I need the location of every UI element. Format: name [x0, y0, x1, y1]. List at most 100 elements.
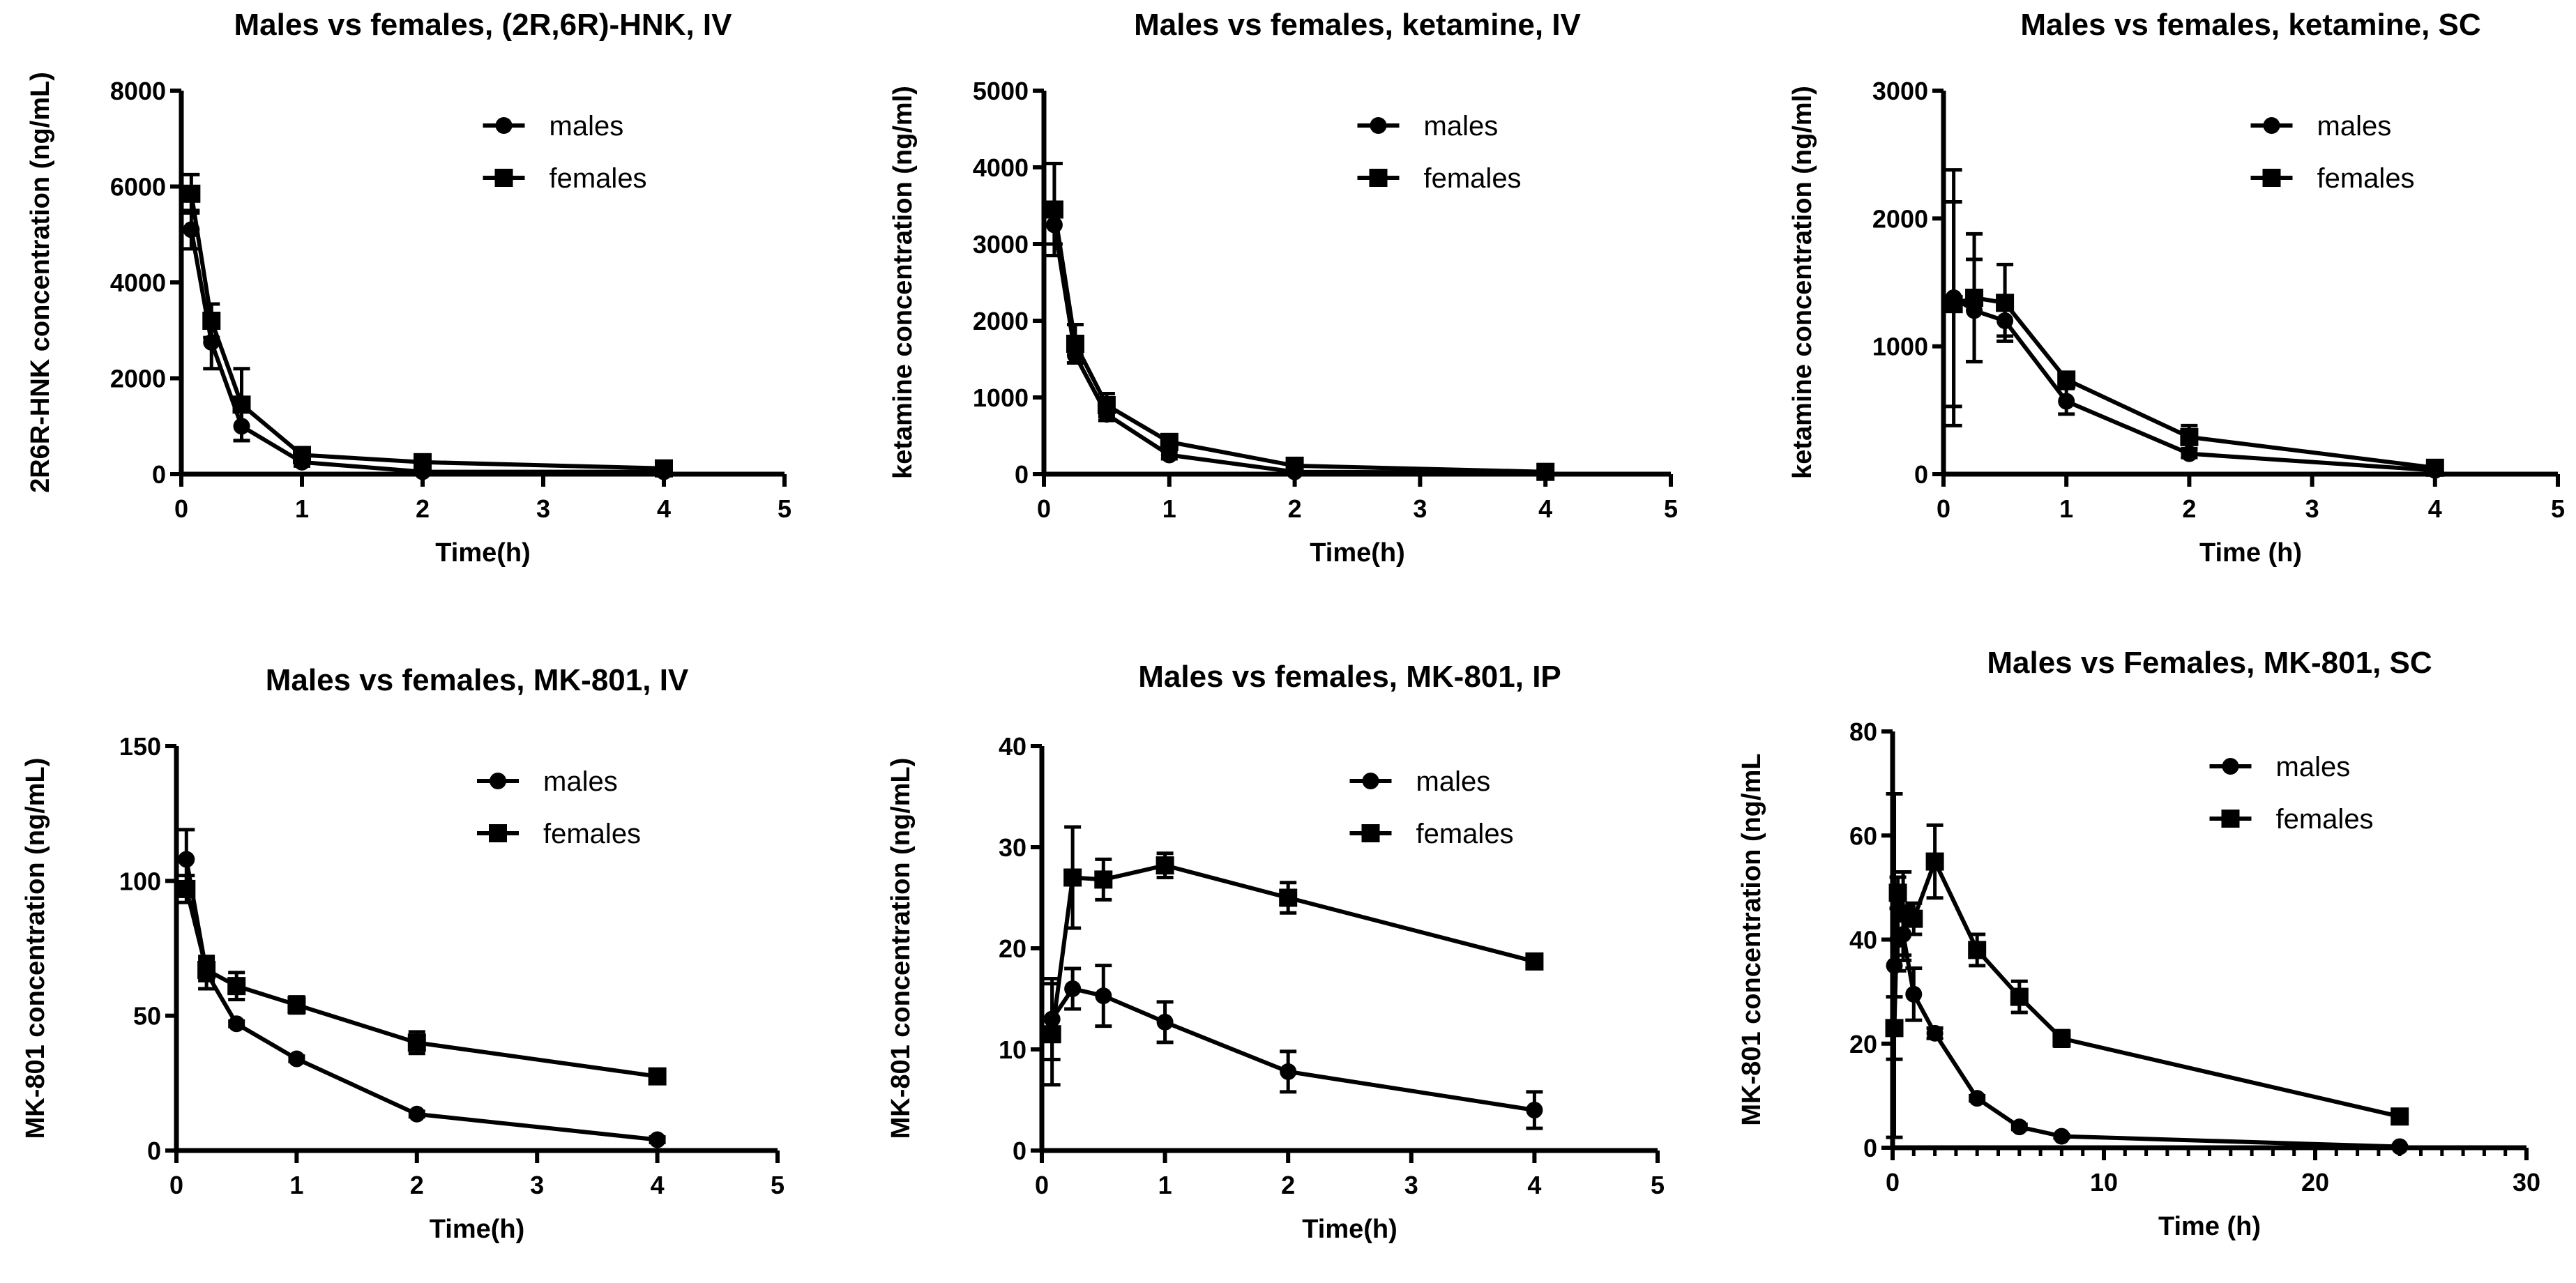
y-tick-label: 0 [1863, 1134, 1877, 1162]
x-tick-label: 1 [295, 494, 309, 523]
x-tick-label: 2 [410, 1171, 424, 1199]
chart-title: Males vs females, MK-801, IV [266, 663, 689, 697]
x-tick-label: 0 [169, 1171, 183, 1199]
data-point [2391, 1107, 2409, 1126]
x-tick-label: 4 [1538, 494, 1552, 523]
chart-panel-6: Males vs Females, MK-801, SC 0 20 40 60 80 0 10… [1737, 646, 2540, 1241]
y-tick-label: 10 [999, 1035, 1026, 1064]
data-point [407, 1033, 426, 1052]
x-tick-label: 30 [2513, 1168, 2540, 1197]
legend-label: males [2317, 111, 2392, 142]
legend-label: males [1424, 111, 1499, 142]
x-tick-label: 5 [771, 1171, 785, 1199]
data-point [1160, 432, 1179, 451]
series-line [184, 888, 658, 1079]
x-tick-label: 1 [2059, 494, 2073, 523]
data-point [1904, 909, 1923, 928]
chart-panel-2: Males vs females, ketamine, IV 0 1000 2000 3… [888, 8, 1678, 568]
legend-marker-square [2221, 810, 2240, 828]
legend-marker-circle [1362, 773, 1379, 789]
y-tick-label: 8000 [110, 77, 166, 105]
x-axis-label: Time(h) [1310, 538, 1405, 568]
data-point [1094, 870, 1113, 889]
y-tick-label: 2000 [1872, 204, 1928, 233]
data-point [1097, 396, 1116, 414]
data-point [2058, 393, 2075, 410]
legend-marker-circle [1370, 117, 1387, 134]
y-tick-label: 20 [1849, 1030, 1877, 1058]
x-tick-label: 0 [1937, 494, 1950, 523]
series-males [1043, 964, 1543, 1130]
y-tick-label: 0 [147, 1137, 161, 1165]
y-axis-label: MK-801 concentration (ng/mL) [886, 758, 916, 1139]
data-point [1043, 1025, 1061, 1044]
legend-marker-circle [495, 117, 513, 134]
series-females [1045, 162, 1555, 481]
y-tick-label: 0 [1015, 460, 1029, 489]
data-point [1965, 289, 1984, 307]
series-line [184, 858, 658, 1142]
legend-label: females [2317, 163, 2415, 194]
data-point [649, 1131, 666, 1148]
x-tick-label: 2 [1288, 494, 1302, 523]
data-point [648, 1067, 667, 1086]
legend-label: males [1416, 766, 1491, 797]
x-tick-label: 3 [2305, 494, 2319, 523]
x-tick-label: 2 [2182, 494, 2196, 523]
data-point [1156, 1013, 1174, 1031]
y-tick-label: 0 [152, 460, 166, 489]
series-females [1043, 825, 1544, 1087]
data-point [1526, 1102, 1543, 1118]
data-point [1885, 1019, 1904, 1038]
data-point [2180, 427, 2199, 446]
x-tick-label: 20 [2301, 1168, 2329, 1197]
x-tick-label: 0 [1035, 1171, 1049, 1199]
y-tick-label: 3000 [1872, 77, 1928, 105]
data-point [414, 453, 432, 471]
legend-marker-circle [490, 773, 506, 789]
data-point [2053, 1128, 2070, 1145]
data-point [2425, 458, 2444, 477]
legend-label: females [1416, 819, 1514, 849]
legend-label: males [550, 111, 624, 142]
chart-title: Males vs Females, MK-801, SC [1987, 646, 2432, 680]
data-point [1926, 1024, 1944, 1042]
y-tick-label: 6000 [110, 173, 166, 202]
data-point [287, 996, 306, 1015]
data-point [202, 312, 221, 330]
chart-panel-3: Males vs females, ketamine, SC 0 1000 2000 3… [1788, 8, 2565, 568]
series-line [189, 193, 665, 471]
data-point [1279, 888, 1298, 907]
x-tick-label: 1 [1158, 1171, 1172, 1199]
legend-label: females [1424, 163, 1522, 194]
legend-label: males [543, 766, 618, 797]
y-tick-label: 60 [1849, 821, 1877, 850]
y-tick-label: 50 [133, 1002, 161, 1031]
y-tick-label: 5000 [973, 77, 1029, 105]
data-point [1280, 1063, 1297, 1080]
data-point [2391, 1138, 2409, 1155]
data-point [1968, 941, 1987, 959]
series-line [189, 229, 664, 474]
y-tick-label: 2000 [110, 365, 166, 393]
legend-marker-circle [2263, 117, 2280, 134]
y-tick-label: 4000 [110, 268, 166, 297]
data-point [232, 395, 251, 414]
x-tick-label: 0 [1037, 494, 1051, 523]
data-point [1944, 295, 1963, 314]
data-point [2052, 1029, 2071, 1048]
x-tick-label: 1 [1162, 494, 1176, 523]
x-tick-label: 5 [2551, 494, 2565, 523]
y-tick-label: 150 [119, 732, 161, 761]
y-tick-label: 20 [999, 934, 1026, 963]
chart-panel-1: Males vs females, (2R,6R)-HNK, IV0200040… [26, 8, 791, 568]
y-tick-label: 0 [1914, 460, 1928, 489]
data-point [2057, 370, 2076, 389]
x-tick-label: 2 [416, 494, 430, 523]
y-tick-label: 1000 [1872, 333, 1928, 361]
x-axis-label: Time(h) [430, 1215, 525, 1244]
y-axis-label: MK-801 concentration (ng/mL [1737, 753, 1766, 1125]
y-tick-label: 100 [119, 867, 161, 895]
data-point [197, 960, 216, 979]
